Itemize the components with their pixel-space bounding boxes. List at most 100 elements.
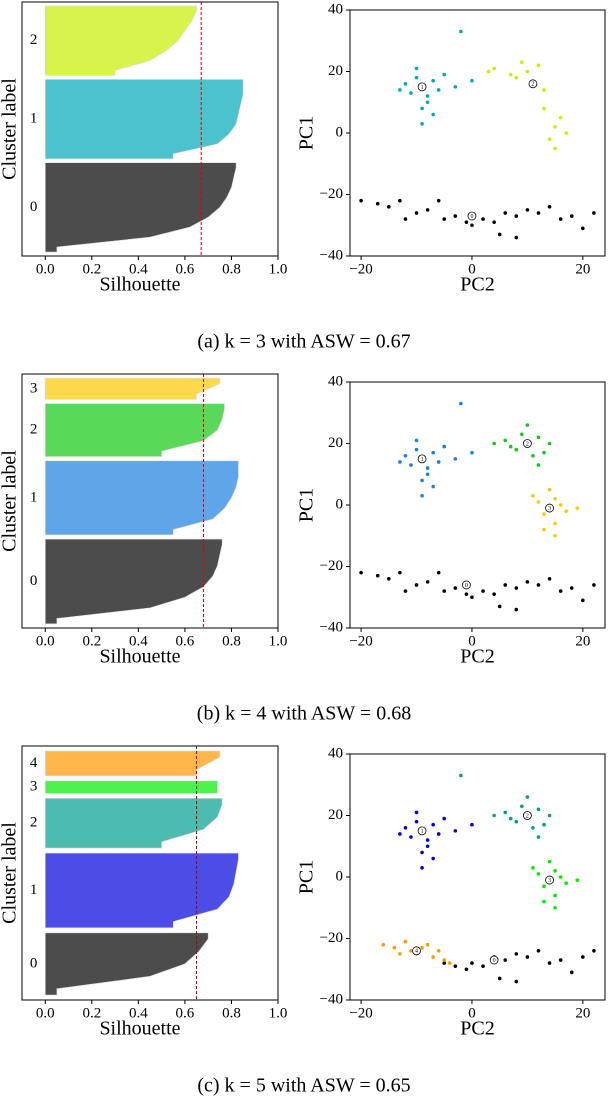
y-tick-label: −40: [320, 247, 343, 263]
silhouette-band: [44, 460, 239, 536]
x-tick-label: −20: [349, 261, 372, 277]
point: [403, 826, 408, 830]
point: [553, 869, 557, 873]
y-axis-label: PC1: [296, 116, 318, 150]
point: [436, 949, 441, 953]
x-tick-label: 0.8: [222, 261, 241, 277]
point: [525, 423, 530, 427]
point: [592, 211, 596, 215]
x-tick-label: 20: [575, 1005, 590, 1021]
point: [409, 949, 413, 953]
centroid-label: 0: [493, 958, 496, 964]
centroid: [412, 946, 421, 956]
cluster-label: 0: [30, 573, 38, 589]
y-tick-label: 20: [328, 807, 343, 823]
point: [531, 493, 535, 498]
point: [425, 472, 430, 477]
point: [425, 838, 430, 842]
point: [547, 859, 552, 864]
x-tick-label: 0.4: [129, 633, 148, 649]
cluster-label: 4: [30, 755, 38, 771]
point: [414, 66, 419, 71]
point: [503, 438, 508, 443]
y-tick-label: 0: [336, 496, 344, 512]
point: [436, 832, 441, 836]
point: [403, 82, 408, 86]
silhouette-band: [44, 79, 244, 160]
point: [508, 444, 513, 449]
y-tick-label: −40: [320, 619, 343, 635]
x-tick-label: 0.2: [82, 633, 101, 649]
centroid-label: 1: [421, 457, 424, 463]
point: [514, 979, 519, 984]
point: [398, 198, 402, 203]
point: [431, 822, 435, 827]
point: [514, 607, 519, 612]
point: [431, 78, 435, 83]
point: [497, 604, 502, 609]
point: [470, 78, 474, 83]
point: [481, 964, 485, 968]
point: [492, 813, 496, 818]
axes-frame: [349, 381, 606, 629]
point: [525, 795, 530, 799]
y-tick-label: 0: [336, 124, 344, 140]
point: [442, 72, 447, 77]
point: [542, 527, 546, 532]
point: [503, 958, 508, 962]
point: [481, 589, 485, 593]
point: [359, 570, 363, 575]
x-tick-label: 0.4: [129, 1005, 148, 1021]
cluster-label: 2: [30, 815, 38, 831]
x-tick-label: −20: [349, 1005, 372, 1021]
point: [486, 69, 491, 74]
x-tick-label: 0: [468, 1005, 476, 1021]
point: [547, 441, 552, 446]
silhouette-band: [44, 5, 197, 76]
point: [536, 63, 541, 68]
cluster-label: 1: [30, 882, 38, 898]
caption: (b) k = 4 with ASW = 0.68: [197, 703, 411, 725]
x-axis-label: PC2: [460, 1018, 494, 1040]
point: [425, 580, 430, 584]
y-tick-label: 0: [336, 868, 344, 884]
point: [536, 500, 541, 504]
point: [492, 66, 496, 71]
point: [459, 401, 463, 406]
point: [436, 198, 441, 203]
point: [470, 822, 474, 827]
point: [359, 198, 363, 203]
point: [581, 226, 585, 231]
axes-frame: [349, 753, 606, 1001]
x-tick-label: 0.8: [222, 1005, 241, 1021]
point: [420, 106, 424, 111]
point: [459, 29, 463, 34]
point: [431, 112, 435, 117]
centroid-label: 4: [415, 949, 418, 955]
point: [542, 106, 546, 111]
point: [547, 961, 552, 965]
cluster-label: 2: [30, 32, 38, 48]
point: [481, 217, 485, 221]
centroid: [545, 875, 554, 885]
point: [592, 949, 596, 953]
point: [387, 577, 391, 581]
point: [436, 570, 441, 575]
point: [414, 583, 419, 587]
cluster-label: 2: [30, 422, 38, 438]
point: [409, 835, 413, 839]
point: [431, 856, 435, 861]
cluster-label: 0: [30, 955, 38, 971]
centroid: [467, 211, 477, 221]
point: [514, 819, 519, 824]
y-tick-label: −40: [320, 991, 343, 1007]
point: [569, 970, 574, 975]
point: [536, 872, 541, 876]
point: [398, 460, 402, 464]
point: [431, 450, 435, 455]
point: [403, 589, 408, 593]
point: [553, 146, 557, 151]
point: [542, 899, 546, 904]
point: [409, 91, 413, 95]
point: [420, 945, 424, 950]
